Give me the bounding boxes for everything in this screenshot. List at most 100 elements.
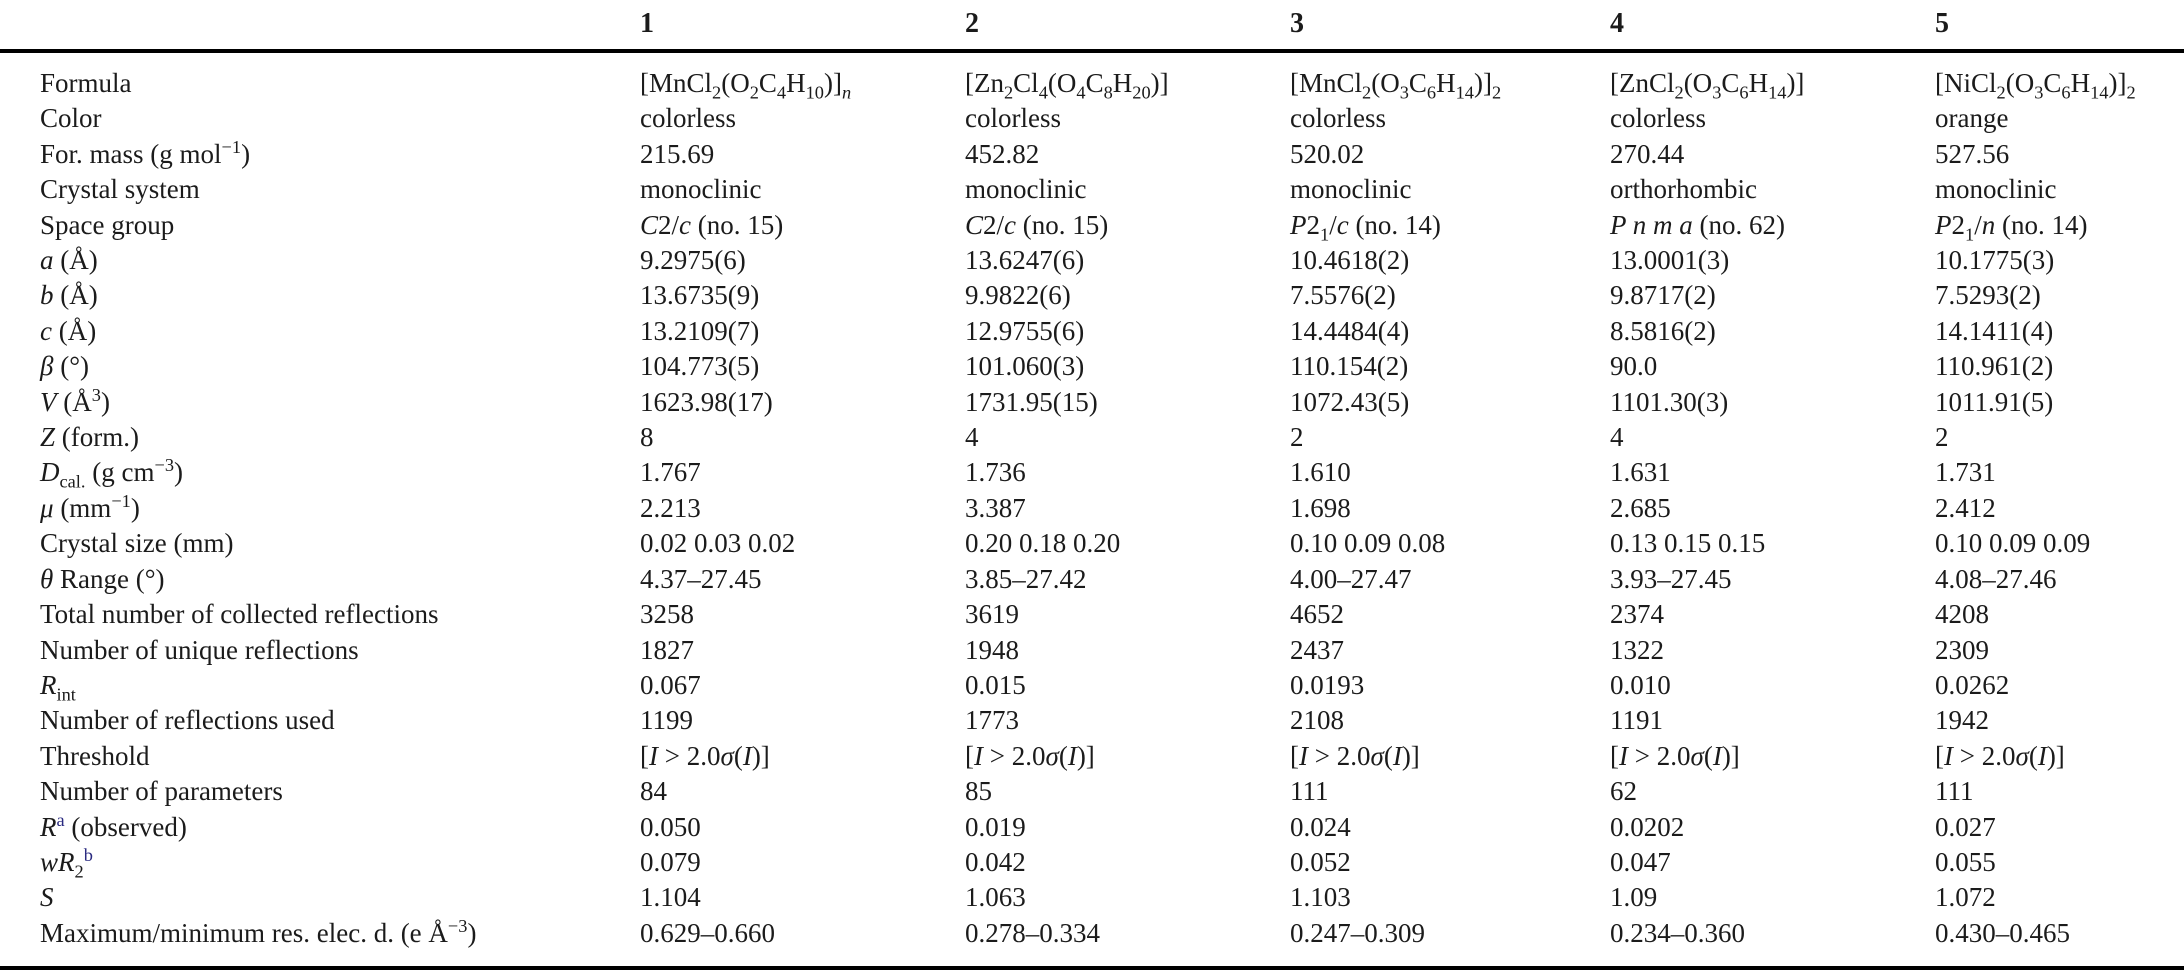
data-cell: [I > 2.0σ(I)] (1290, 740, 1420, 771)
row-label: wR2b (40, 844, 93, 882)
data-cell: 0.010 (1610, 669, 1671, 700)
table-row: a (Å) 9.2975(6) 13.6247(6) 10.4618(2) 13.000… (0, 243, 2184, 278)
table-row: Rint 0.067 0.015 0.0193 0.010 0.0262 (0, 668, 2184, 704)
data-cell: 110.961(2) (1935, 351, 2054, 382)
row-label: For. mass (g mol−1) (40, 136, 251, 169)
data-cell: 13.6735(9) (640, 280, 760, 311)
data-cell: P21/c (no. 14) (1290, 209, 1441, 245)
data-cell: 0.050 (640, 811, 701, 842)
data-cell: 1.103 (1290, 882, 1351, 913)
data-cell: colorless (640, 103, 736, 134)
row-label: μ (mm−1) (40, 490, 140, 523)
data-cell: orange (1935, 103, 2009, 134)
data-cell: 4.37–27.45 (640, 563, 762, 594)
data-cell: orthorhombic (1610, 174, 1757, 205)
data-cell: 3.387 (965, 492, 1026, 523)
row-label: Total number of collected reflections (40, 599, 439, 630)
data-cell: 2108 (1290, 705, 1344, 736)
data-cell: 13.0001(3) (1610, 245, 1730, 276)
data-cell: 1.736 (965, 457, 1026, 488)
row-label: Formula (40, 68, 132, 98)
data-cell: 0.20 0.18 0.20 (965, 528, 1121, 559)
data-cell: 104.773(5) (640, 351, 760, 382)
data-cell: 4.08–27.46 (1935, 563, 2057, 594)
table-row: Crystal system monoclinic monoclinic monocl… (0, 172, 2184, 207)
data-cell: 13.6247(6) (965, 245, 1085, 276)
row-label: a (Å) (40, 245, 98, 276)
data-cell: [I > 2.0σ(I)] (1610, 740, 1740, 771)
data-cell: 90.0 (1610, 351, 1658, 382)
data-cell: 4652 (1290, 599, 1344, 630)
data-cell: 0.024 (1290, 811, 1351, 842)
row-label: Crystal size (mm) (40, 528, 234, 559)
data-cell: [ZnCl2(O3C6H14)] (1610, 68, 1805, 103)
data-cell: 111 (1290, 776, 1329, 807)
data-cell: 4.00–27.47 (1290, 563, 1412, 594)
row-label: Number of unique reflections (40, 634, 359, 665)
row-label: Number of parameters (40, 776, 283, 807)
data-cell: 1.072 (1935, 882, 1996, 913)
data-cell: 2309 (1935, 634, 1989, 665)
data-cell: 110.154(2) (1290, 351, 1409, 382)
data-cell: 14.1411(4) (1935, 315, 2054, 346)
data-cell: 2374 (1610, 599, 1664, 630)
table-row: Number of parameters 84 85 111 62 111 (0, 774, 2184, 809)
data-cell: 1.698 (1290, 492, 1351, 523)
data-cell: 10.1775(3) (1935, 245, 2055, 276)
data-cell: P n m a (no. 62) (1610, 209, 1785, 240)
data-cell: 0.247–0.309 (1290, 917, 1425, 948)
table-row: Number of unique reflections 1827 1948 2437… (0, 633, 2184, 668)
data-cell: 1101.30(3) (1610, 386, 1729, 417)
data-cell: C2/c (no. 15) (965, 209, 1109, 240)
data-cell: 0.027 (1935, 811, 1996, 842)
data-cell: P21/n (no. 14) (1935, 209, 2088, 245)
data-cell: 111 (1935, 776, 1974, 807)
row-label: Color (40, 103, 102, 134)
data-cell: 1942 (1935, 705, 1989, 736)
data-cell: 0.430–0.465 (1935, 917, 2070, 948)
data-cell: 7.5293(2) (1935, 280, 2041, 311)
data-cell: 1773 (965, 705, 1019, 736)
data-cell: 0.02 0.03 0.02 (640, 528, 796, 559)
table-row: μ (mm−1) 2.213 3.387 1.698 2.685 2.412 (0, 491, 2184, 526)
table-row: β (°) 104.773(5) 101.060(3) 110.154(2) 90.0 1… (0, 349, 2184, 384)
row-label: Number of reflections used (40, 705, 335, 736)
table-row: Total number of collected reflections 325… (0, 597, 2184, 632)
table-row: Dcal. (g cm−3) 1.767 1.736 1.610 1.631 1.731 (0, 455, 2184, 491)
data-cell: 1.063 (965, 882, 1026, 913)
data-cell: 2.685 (1610, 492, 1671, 523)
data-cell: 4 (965, 422, 979, 453)
data-cell: 14.4484(4) (1290, 315, 1410, 346)
data-cell: 1.731 (1935, 457, 1996, 488)
row-label: c (Å) (40, 315, 97, 346)
table-row: Formula [MnCl2(O2C4H10)]n [Zn2Cl4(O4C8H20)… (0, 51, 2184, 103)
data-cell: 1.767 (640, 457, 701, 488)
row-label: Crystal system (40, 174, 200, 205)
row-label: Ra (observed) (40, 809, 187, 842)
column-header-compound-4: 4 (1610, 0, 1935, 53)
row-label: Maximum/minimum res. elec. d. (e Å−3) (40, 915, 477, 948)
data-cell: 0.278–0.334 (965, 917, 1100, 948)
data-cell: [MnCl2(O3C6H14)]2 (1290, 68, 1502, 103)
corner-header-cell (0, 0, 640, 53)
data-cell: [I > 2.0σ(I)] (1935, 740, 2065, 771)
table-row: Threshold [I > 2.0σ(I)] [I > 2.0σ(I)] [I > … (0, 739, 2184, 774)
data-cell: 1.610 (1290, 457, 1351, 488)
row-label: S (40, 882, 54, 913)
data-cell: 9.8717(2) (1610, 280, 1716, 311)
data-cell: 0.234–0.360 (1610, 917, 1745, 948)
data-cell: 0.629–0.660 (640, 917, 775, 948)
data-cell: 3619 (965, 599, 1019, 630)
data-cell: 85 (965, 776, 992, 807)
data-cell: 520.02 (1290, 138, 1365, 169)
data-cell: 1199 (640, 705, 693, 736)
data-cell: 0.047 (1610, 846, 1671, 877)
table-row: V (Å3) 1623.98(17) 1731.95(15) 1072.43(5) 11… (0, 385, 2184, 420)
data-cell: 452.82 (965, 138, 1040, 169)
table-row: c (Å) 13.2109(7) 12.9755(6) 14.4484(4) 8.581… (0, 314, 2184, 349)
data-cell: 270.44 (1610, 138, 1685, 169)
column-header-compound-2: 2 (965, 0, 1290, 53)
data-cell: C2/c (no. 15) (640, 209, 784, 240)
data-cell: 1827 (640, 634, 694, 665)
